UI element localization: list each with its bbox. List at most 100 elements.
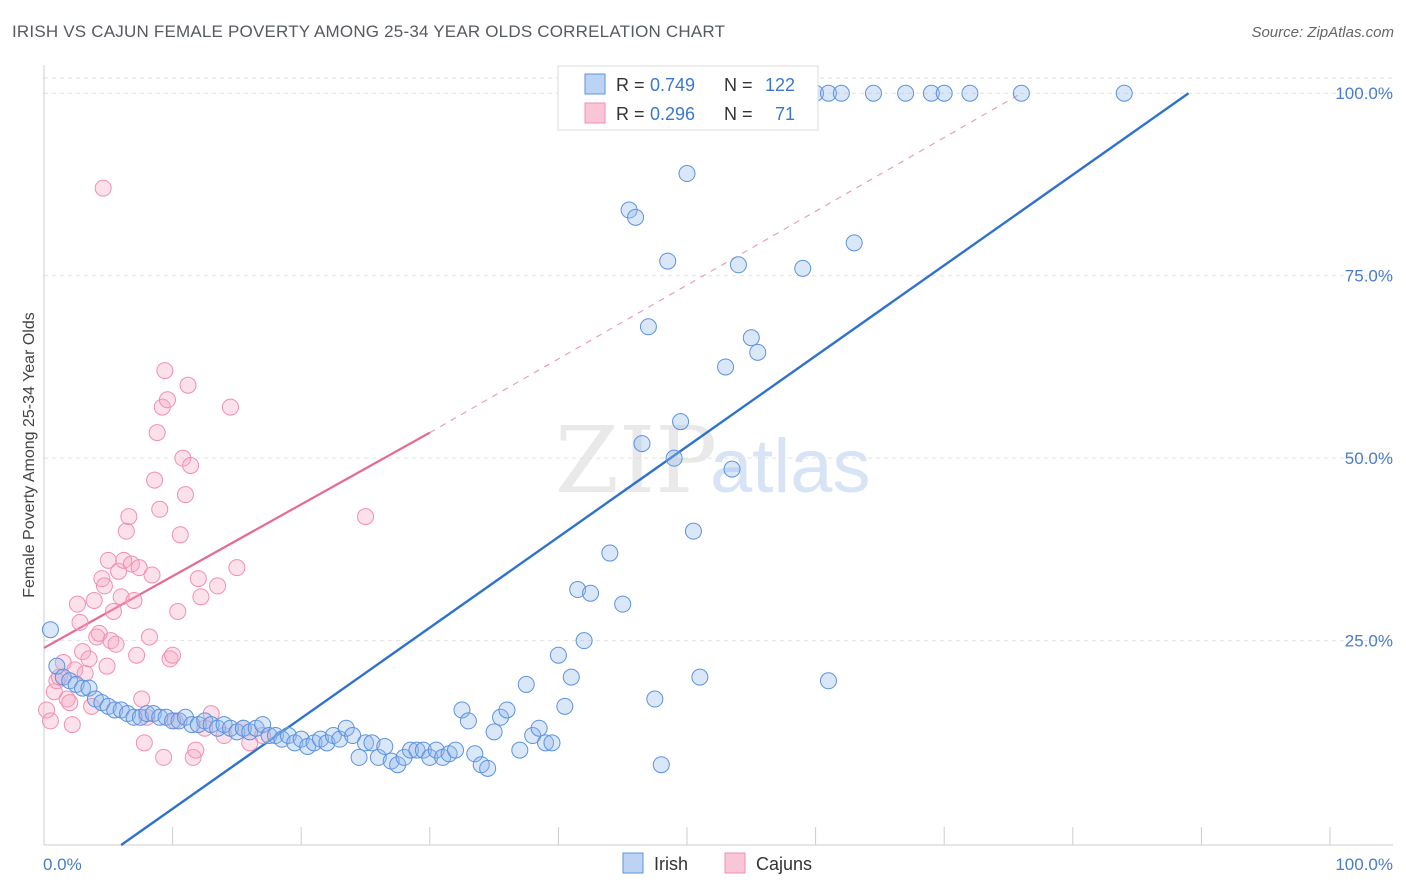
irish-point-58 xyxy=(414,741,432,759)
irish-point-119 xyxy=(832,84,850,102)
irish-point-49 xyxy=(357,734,374,752)
irish-point-101 xyxy=(742,329,760,347)
y-tick-label-2: 75.0% xyxy=(1345,267,1393,286)
irish-point-125 xyxy=(1012,84,1030,102)
irish-point-76 xyxy=(537,734,555,752)
irish-point-75 xyxy=(530,719,548,737)
irish-point-82 xyxy=(575,632,593,650)
irish-point-99 xyxy=(723,460,741,478)
cajun-point-64 xyxy=(228,559,246,577)
irish-point-126 xyxy=(1115,84,1133,102)
cajun-point-57 xyxy=(189,570,207,588)
irish-point-73 xyxy=(517,675,535,693)
irish-point-57 xyxy=(408,741,426,759)
cajun-point-58 xyxy=(192,588,210,606)
bottom-legend-irish: Irish xyxy=(654,854,688,874)
cajun-point-36 xyxy=(135,734,153,752)
bottom-legend-swatch-irish xyxy=(622,852,644,874)
irish-point-77 xyxy=(543,734,561,752)
irish-point-0 xyxy=(41,621,59,639)
irish-point-79 xyxy=(556,697,574,715)
cajun-point-32 xyxy=(125,591,143,609)
cajun-point-14 xyxy=(80,650,98,668)
irish-point-54 xyxy=(389,756,407,774)
irish-point-37 xyxy=(279,727,297,745)
irish-point-100 xyxy=(729,256,747,274)
cajun-point-69 xyxy=(357,508,374,526)
cajun-point-33 xyxy=(128,646,146,664)
irish-point-39 xyxy=(292,730,310,748)
cajun-point-30 xyxy=(120,508,138,526)
cajun-point-42 xyxy=(151,500,169,518)
irish-point-104 xyxy=(819,672,837,690)
legend-n-value-cajun: 71 xyxy=(775,104,795,124)
irish-point-102 xyxy=(749,343,767,361)
cajun-point-31 xyxy=(122,555,140,573)
irish-point-89 xyxy=(639,318,657,336)
cajun-point-20 xyxy=(95,577,113,595)
cajun-point-54 xyxy=(182,456,200,474)
cajun-point-38 xyxy=(140,628,158,646)
watermark-atlas: atlas xyxy=(710,424,871,509)
irish-point-1 xyxy=(48,657,66,675)
legend-swatch-cajun xyxy=(584,102,606,124)
irish-point-19 xyxy=(164,712,182,730)
irish-point-5 xyxy=(74,679,92,697)
legend-n-value-irish: 122 xyxy=(765,75,795,95)
irish-point-70 xyxy=(492,708,510,726)
correlation-legend: R = 0.749 N = 122 R = 0.296 N = 71 xyxy=(557,65,819,131)
irish-point-88 xyxy=(633,435,651,453)
irish-point-124 xyxy=(961,84,979,102)
irish-point-97 xyxy=(691,668,709,686)
irish-point-21 xyxy=(176,708,194,726)
cajun-point-8 xyxy=(63,716,81,734)
irish-point-90 xyxy=(646,690,664,708)
irish-point-66 xyxy=(466,745,484,763)
cajun-point-24 xyxy=(104,602,122,620)
irish-point-84 xyxy=(601,544,619,562)
irish-point-93 xyxy=(665,449,683,467)
irish-point-65 xyxy=(459,712,477,730)
irish-point-105 xyxy=(845,234,863,252)
irish-point-71 xyxy=(498,701,516,719)
irish-point-95 xyxy=(678,165,696,183)
cajun-point-56 xyxy=(187,741,205,759)
irish-point-17 xyxy=(151,708,169,726)
irish-point-122 xyxy=(922,84,940,102)
series-legend: Irish Cajuns xyxy=(622,852,812,874)
irish-point-121 xyxy=(897,84,915,102)
y-tick-label-3: 100.0% xyxy=(1335,84,1393,103)
source-credit: Source: ZipAtlas.com xyxy=(1251,24,1394,41)
cajun-point-0 xyxy=(38,701,56,719)
irish-point-78 xyxy=(549,646,567,664)
legend-r-label-cajun: R = xyxy=(616,104,645,124)
irish-point-50 xyxy=(363,734,381,752)
irish-point-96 xyxy=(684,522,702,540)
irish-point-15 xyxy=(138,705,156,723)
bottom-legend-cajun: Cajuns xyxy=(756,854,812,874)
watermark-zip: ZIP xyxy=(555,407,717,514)
irish-trend-line xyxy=(120,92,1190,846)
irish-point-43 xyxy=(318,734,336,752)
cajun-point-27 xyxy=(112,588,130,606)
cajun-point-39 xyxy=(143,566,161,584)
irish-point-63 xyxy=(447,741,465,759)
cajun-point-50 xyxy=(171,526,189,544)
irish-point-91 xyxy=(652,756,670,774)
irish-point-13 xyxy=(125,708,143,726)
cajun-point-53 xyxy=(179,376,197,394)
cajun-point-10 xyxy=(68,595,86,613)
x-tick-max: 100.0% xyxy=(1335,855,1393,874)
cajun-trend-line xyxy=(43,431,431,649)
irish-point-45 xyxy=(331,730,349,748)
legend-swatch-irish xyxy=(584,73,606,95)
y-axis-label: Female Poverty Among 25-34 Year Olds xyxy=(21,312,38,598)
irish-point-92 xyxy=(659,252,677,270)
cajun-point-68 xyxy=(94,179,112,197)
cajun-point-1 xyxy=(41,712,59,730)
irish-point-120 xyxy=(864,84,882,102)
irish-point-103 xyxy=(794,259,812,277)
x-tick-min: 0.0% xyxy=(43,855,82,874)
legend-r-label-irish: R = xyxy=(616,75,645,95)
